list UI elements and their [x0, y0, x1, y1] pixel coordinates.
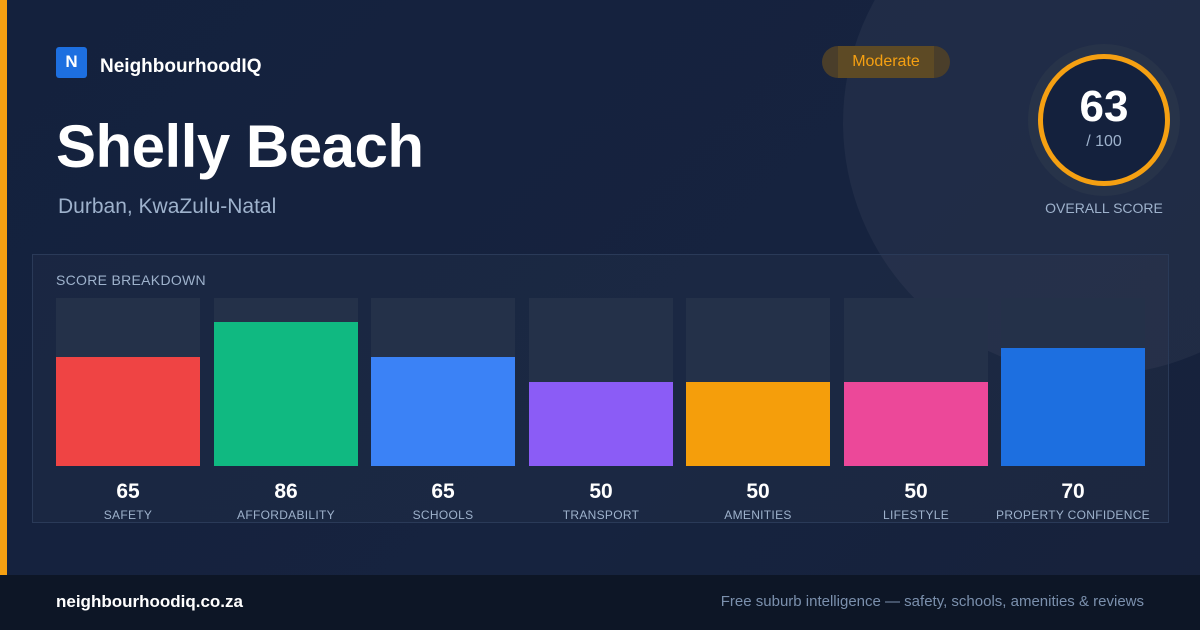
bar-label-affordability: AFFORDABILITY — [237, 508, 335, 522]
bar-value-lifestyle: 50 — [904, 480, 928, 503]
overall-score-caption: OVERALL SCORE — [1045, 200, 1163, 216]
bar-value-amenities: 50 — [746, 480, 770, 503]
rating-badge: Moderate — [822, 46, 950, 78]
bar-safety — [56, 357, 200, 466]
bar-label-transport: TRANSPORT — [562, 508, 640, 522]
bar-property-confidence — [1001, 348, 1145, 466]
accent-stripe — [0, 0, 7, 575]
suburb-location: Durban, KwaZulu-Natal — [58, 195, 277, 218]
suburb-title: Shelly Beach — [56, 113, 424, 180]
footer — [0, 575, 1200, 630]
bar-value-transport: 50 — [589, 480, 613, 503]
bar-label-amenities: AMENITIES — [724, 508, 792, 522]
bar-lifestyle — [844, 382, 988, 466]
bar-value-property-confidence: 70 — [1061, 480, 1085, 503]
bar-label-safety: SAFETY — [103, 508, 153, 522]
bar-label-lifestyle: LIFESTYLE — [882, 508, 950, 522]
overall-score-max: / 100 — [1086, 133, 1122, 150]
bar-track-transport — [529, 298, 673, 466]
bar-affordability — [214, 322, 358, 466]
score-breakdown-panel — [32, 254, 1169, 523]
bar-value-safety: 65 — [116, 480, 140, 503]
bar-track-amenities — [686, 298, 830, 466]
bar-label-schools: SCHOOLS — [412, 508, 474, 522]
footer-tagline: Free suburb intelligence — safety, schoo… — [720, 593, 1144, 610]
brand-logo-icon: N — [56, 46, 87, 78]
bar-track-schools — [371, 298, 515, 466]
bar-track-property-confidence — [1001, 298, 1145, 466]
brand-name: NeighbourhoodIQ — [100, 56, 262, 77]
bar-track-safety — [56, 298, 200, 466]
bar-amenities — [686, 382, 830, 466]
bar-schools — [371, 357, 515, 466]
brand: N NeighbourhoodIQ — [56, 46, 261, 78]
bar-value-schools: 65 — [431, 480, 455, 503]
bar-label-property-confidence: PROPERTY CONFIDENCE — [996, 508, 1150, 522]
overall-score-ring: 63 / 100 — [1038, 54, 1170, 186]
footer-url[interactable]: neighbourhoodiq.co.za — [56, 592, 243, 611]
bar-track-lifestyle — [844, 298, 988, 466]
rating-badge-label: Moderate — [852, 53, 920, 70]
bar-track-affordability — [214, 298, 358, 466]
bar-transport — [529, 382, 673, 466]
overall-score-value: 63 — [1079, 82, 1129, 131]
score-breakdown-title: SCORE BREAKDOWN — [56, 272, 206, 288]
bar-value-affordability: 86 — [274, 480, 298, 503]
